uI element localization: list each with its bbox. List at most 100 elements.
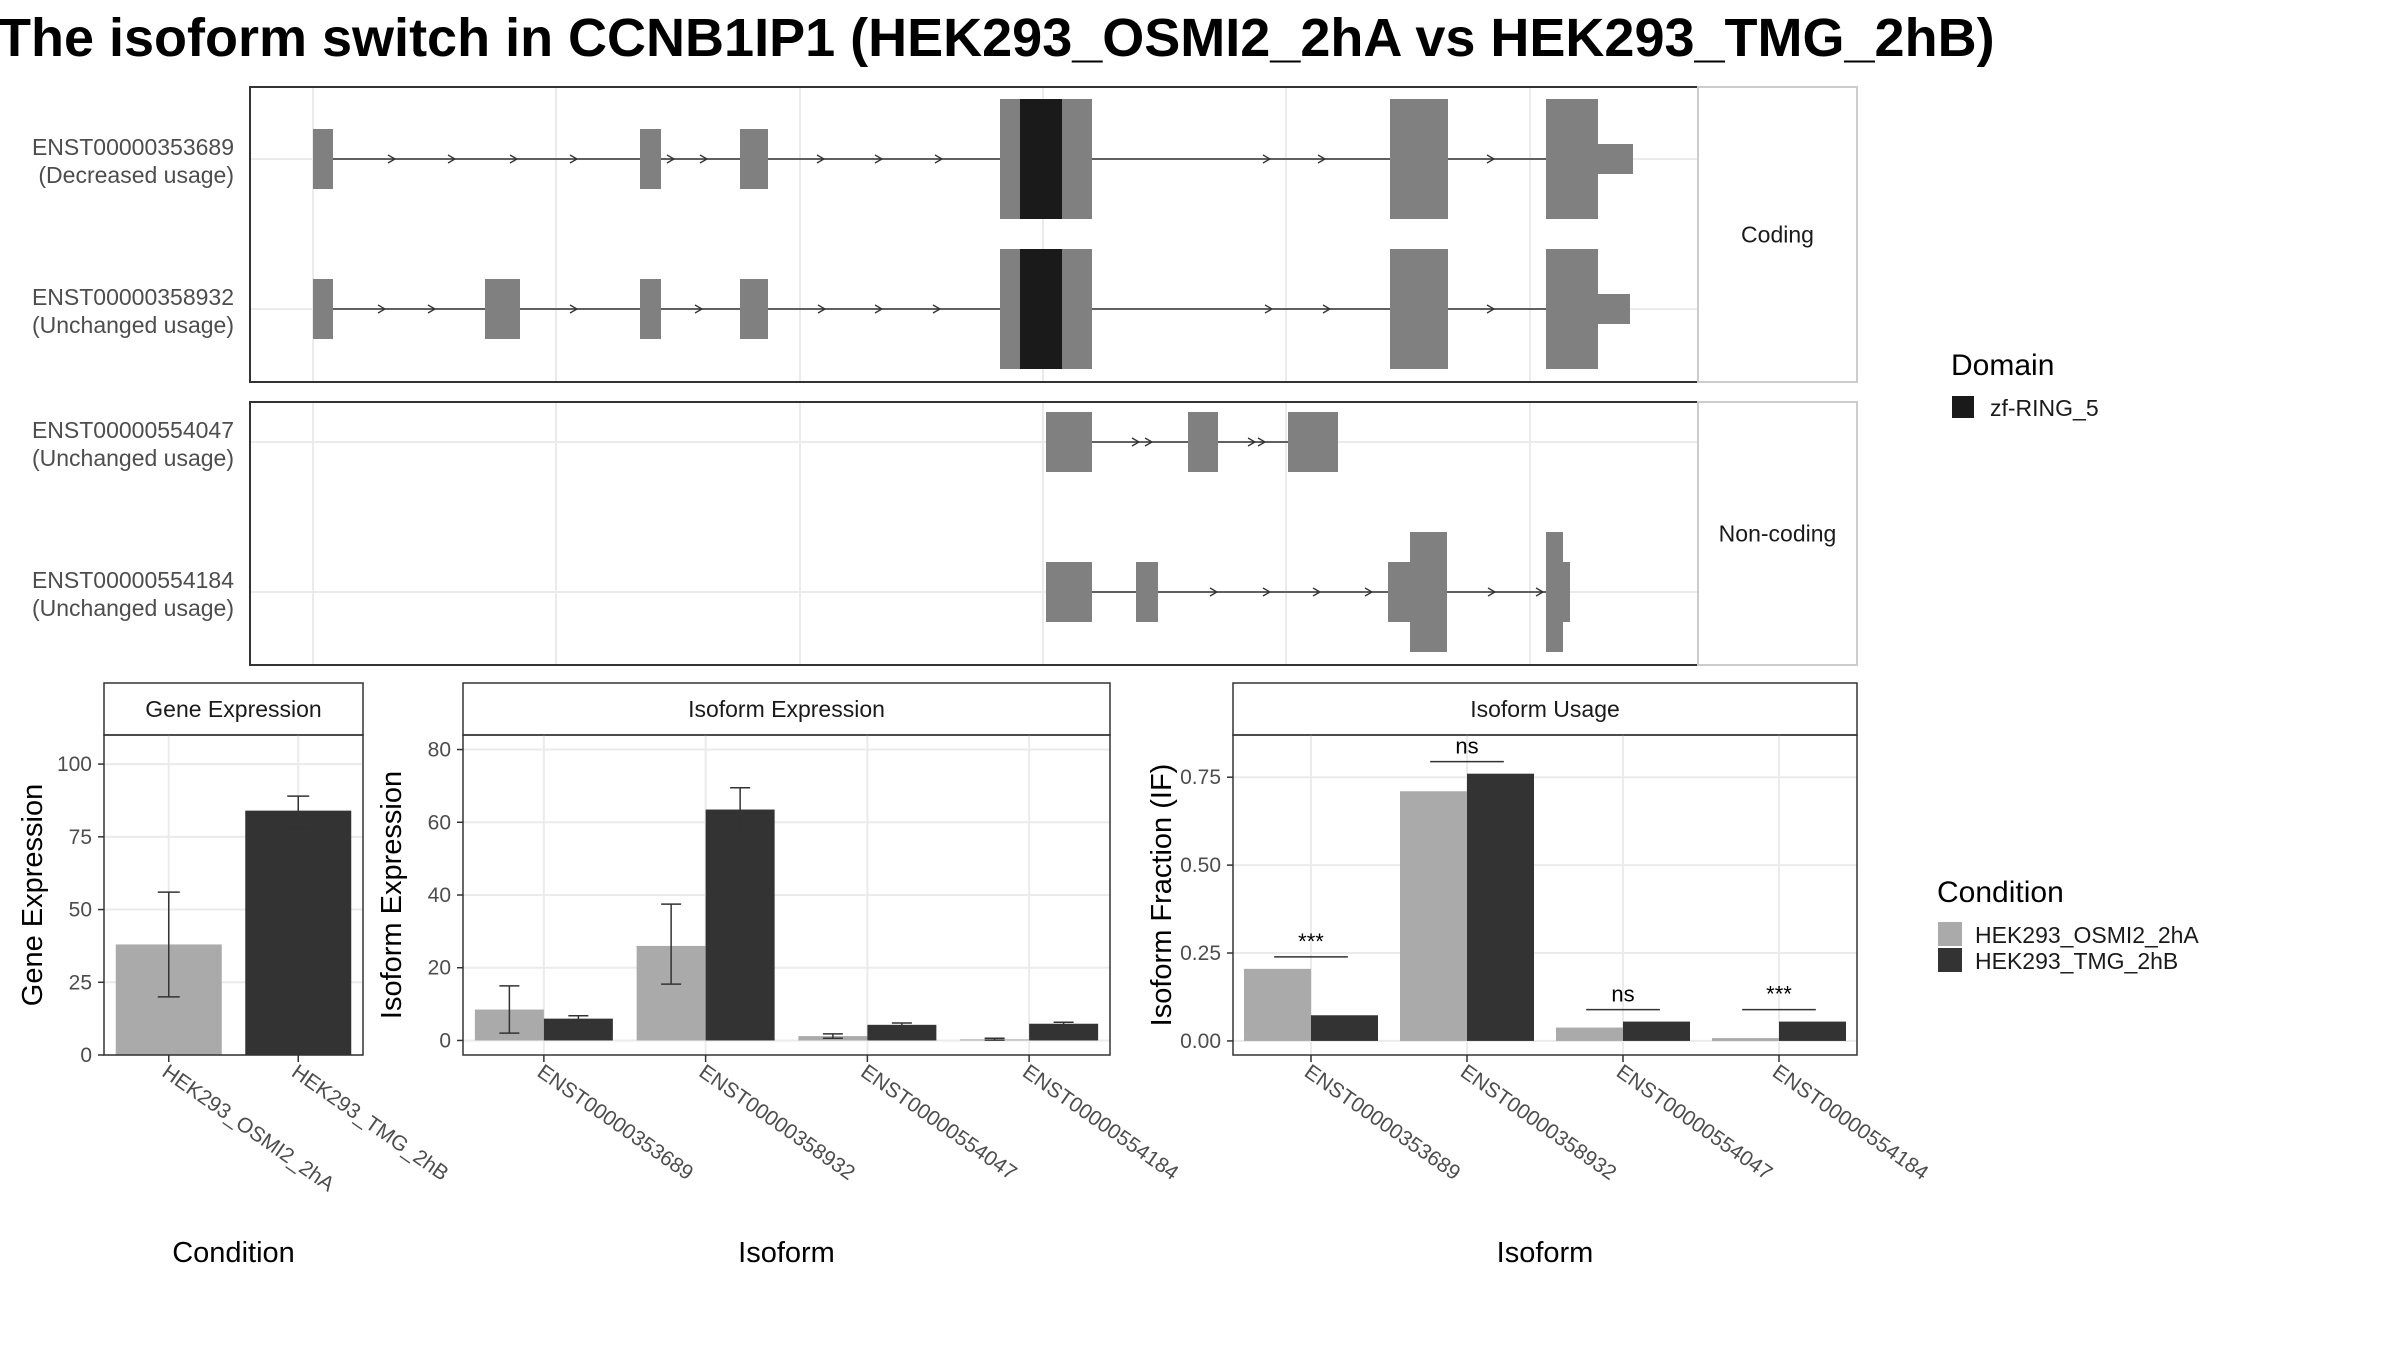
- strand-arrow: [509, 154, 519, 164]
- bar-panel-border: [462, 734, 1111, 1056]
- exon: [1288, 412, 1338, 472]
- x-tick-label: ENST00000353689: [533, 1060, 697, 1185]
- strand-arrow: [1535, 587, 1545, 597]
- x-tick-label: ENST00000554184: [1768, 1060, 1933, 1185]
- structure-strip-label: Coding: [1741, 222, 1814, 248]
- exon: [1046, 562, 1092, 622]
- exon: [313, 129, 333, 189]
- structure-strip: [1697, 401, 1858, 666]
- strand-arrow: [1487, 587, 1497, 597]
- y-tick-label: 60: [428, 811, 451, 834]
- condition-legend-title: Condition: [1937, 876, 2064, 909]
- panel-strip: [462, 682, 1111, 736]
- significance-label: ns: [1611, 982, 1634, 1007]
- x-tick-label: ENST00000358932: [695, 1060, 859, 1185]
- structure-strip: [1697, 86, 1858, 383]
- strand-arrow: [816, 154, 826, 164]
- y-tick-label: 0.25: [1180, 942, 1221, 965]
- utr-exon: [1563, 562, 1570, 622]
- condition-legend-label: HEK293_TMG_2hB: [1975, 948, 2178, 974]
- strand-arrow: [694, 304, 704, 314]
- x-tick-label: ENST00000358932: [1456, 1060, 1620, 1185]
- strand-arrow: [1322, 304, 1332, 314]
- exon: [1388, 562, 1412, 622]
- transcript-usage-label: (Unchanged usage): [32, 312, 234, 338]
- structure-strip-label: Non-coding: [1719, 521, 1837, 547]
- bar: [1244, 968, 1311, 1041]
- coding-exon: [1390, 249, 1448, 369]
- legends: Domain zf-RING_5 Condition HEK293_OSMI2_2hA…: [1937, 349, 2199, 974]
- bar: [867, 1024, 937, 1041]
- bar-panel-border: [103, 734, 364, 1056]
- strand-arrow: [932, 304, 942, 314]
- strand-arrow: [1486, 304, 1496, 314]
- y-tick-label: 80: [428, 739, 451, 762]
- y-tick-label: 0.50: [1180, 854, 1221, 877]
- strand-arrow: [699, 154, 709, 164]
- y-tick-label: 25: [69, 971, 92, 994]
- x-tick-label: ENST00000554184: [1018, 1060, 1183, 1185]
- strand-arrow: [934, 154, 944, 164]
- bar: [245, 810, 352, 1055]
- x-axis-title: Isoform: [1497, 1237, 1594, 1269]
- exon: [313, 279, 333, 339]
- panel-strip: [1232, 682, 1858, 736]
- y-tick-label: 20: [428, 957, 451, 980]
- x-tick-label: ENST00000554047: [1612, 1060, 1776, 1185]
- transcript-id-label: ENST00000358932: [32, 284, 234, 310]
- panel-strip-label: Gene Expression: [145, 696, 321, 722]
- exon: [740, 129, 768, 189]
- condition-legend-label: HEK293_OSMI2_2hA: [1975, 922, 2199, 948]
- strand-arrow: [817, 304, 827, 314]
- exon: [1046, 412, 1092, 472]
- bar: [1556, 1027, 1623, 1041]
- strand-arrow: [1264, 304, 1274, 314]
- domain-zf-ring-5: [1020, 99, 1062, 219]
- y-tick-label: 0.75: [1180, 766, 1221, 789]
- y-tick-label: 0.00: [1180, 1030, 1221, 1053]
- exon: [485, 279, 520, 339]
- transcript-usage-label: (Unchanged usage): [32, 445, 234, 471]
- bar: [1400, 791, 1467, 1041]
- strand-arrow: [1209, 587, 1219, 597]
- transcript-id-label: ENST00000554047: [32, 417, 234, 443]
- y-axis-title: Isoform Expression: [376, 771, 408, 1019]
- domain-zf-ring-5: [1020, 249, 1062, 369]
- y-axis-title: Gene Expression: [17, 784, 49, 1006]
- coding-exon: [1546, 532, 1563, 652]
- condition-legend-swatch: [1938, 922, 1962, 946]
- bar: [1311, 1015, 1378, 1041]
- strand-arrow: [1262, 154, 1272, 164]
- exon: [1188, 412, 1218, 472]
- strand-arrow: [1262, 587, 1272, 597]
- condition-legend-swatch: [1938, 948, 1962, 972]
- strand-arrow: [1317, 154, 1327, 164]
- significance-label: ***: [1766, 982, 1792, 1007]
- y-axis-title: Isoform Fraction (IF): [1146, 764, 1178, 1027]
- transcript-structure-plot: ENST00000353689(Decreased usage) ENST0000…: [32, 86, 1858, 666]
- x-tick-label: ENST00000554047: [857, 1060, 1021, 1185]
- utr-exon: [1598, 294, 1630, 324]
- y-tick-label: 100: [57, 753, 92, 776]
- significance-label: ns: [1455, 734, 1478, 759]
- y-tick-label: 75: [69, 826, 92, 849]
- coding-exon: [1546, 249, 1598, 369]
- bar: [1623, 1021, 1690, 1041]
- transcript-usage-label: (Decreased usage): [38, 162, 234, 188]
- strand-arrow: [874, 154, 884, 164]
- y-tick-label: 0: [439, 1029, 451, 1052]
- strand-arrow: [569, 154, 579, 164]
- strand-arrow: [1364, 587, 1374, 597]
- bar: [1029, 1023, 1099, 1041]
- bar: [543, 1018, 613, 1041]
- coding-exon: [1390, 99, 1448, 219]
- utr-exon: [1598, 144, 1633, 174]
- strand-arrow: [1486, 154, 1496, 164]
- domain-legend-swatch: [1952, 396, 1974, 418]
- transcript-usage-label: (Unchanged usage): [32, 595, 234, 621]
- structure-panel-border: [249, 86, 1699, 383]
- strand-arrow: [427, 304, 437, 314]
- strand-arrow: [447, 154, 457, 164]
- bar: [705, 809, 775, 1041]
